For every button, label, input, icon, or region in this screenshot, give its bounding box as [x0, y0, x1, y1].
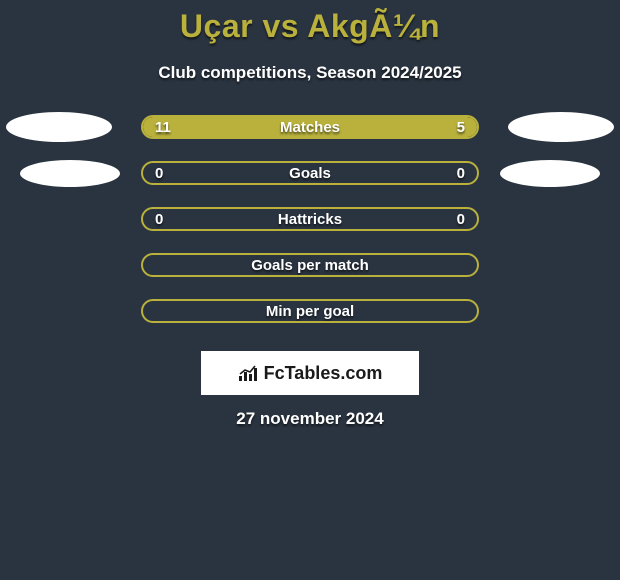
- stat-value-left: 11: [155, 117, 171, 137]
- stat-label: Min per goal: [143, 301, 477, 321]
- stat-bar: 0 0Hattricks: [141, 207, 479, 231]
- stat-value-left: 0: [155, 163, 163, 183]
- logo-box[interactable]: FcTables.com: [201, 351, 419, 395]
- stat-label: Goals per match: [143, 255, 477, 275]
- chart-icon: [238, 364, 260, 382]
- stat-value-right: 0: [457, 163, 465, 183]
- logo: FcTables.com: [238, 363, 383, 384]
- page-title: Uçar vs AkgÃ¼n: [0, 8, 620, 45]
- logo-text: FcTables.com: [264, 363, 383, 384]
- player-avatar-left[interactable]: [20, 160, 120, 187]
- stat-label: Goals: [143, 163, 477, 183]
- stat-value-left: 0: [155, 209, 163, 229]
- stat-value-right: 5: [457, 117, 465, 137]
- stat-bar: 115Matches: [141, 115, 479, 139]
- player-avatar-left[interactable]: [6, 112, 112, 142]
- subtitle: Club competitions, Season 2024/2025: [0, 63, 620, 83]
- stat-bar: Goals per match: [141, 253, 479, 277]
- stats-rows: 115Matches00Goals00HattricksGoals per ma…: [0, 115, 620, 345]
- stat-row: Goals per match: [0, 253, 620, 299]
- bar-fill-left: [143, 117, 373, 137]
- stat-row: 0 0Hattricks: [0, 207, 620, 253]
- stat-row: Min per goal: [0, 299, 620, 345]
- stat-row: 115Matches: [0, 115, 620, 161]
- date-label: 27 november 2024: [0, 409, 620, 429]
- comparison-widget: Uçar vs AkgÃ¼n Club competitions, Season…: [0, 0, 620, 429]
- stat-bar: 0 0Goals: [141, 161, 479, 185]
- player-avatar-right[interactable]: [500, 160, 600, 187]
- stat-label: Hattricks: [143, 209, 477, 229]
- player-avatar-right[interactable]: [508, 112, 614, 142]
- stat-value-right: 0: [457, 209, 465, 229]
- stat-row: 0 0Goals: [0, 161, 620, 207]
- stat-bar: Min per goal: [141, 299, 479, 323]
